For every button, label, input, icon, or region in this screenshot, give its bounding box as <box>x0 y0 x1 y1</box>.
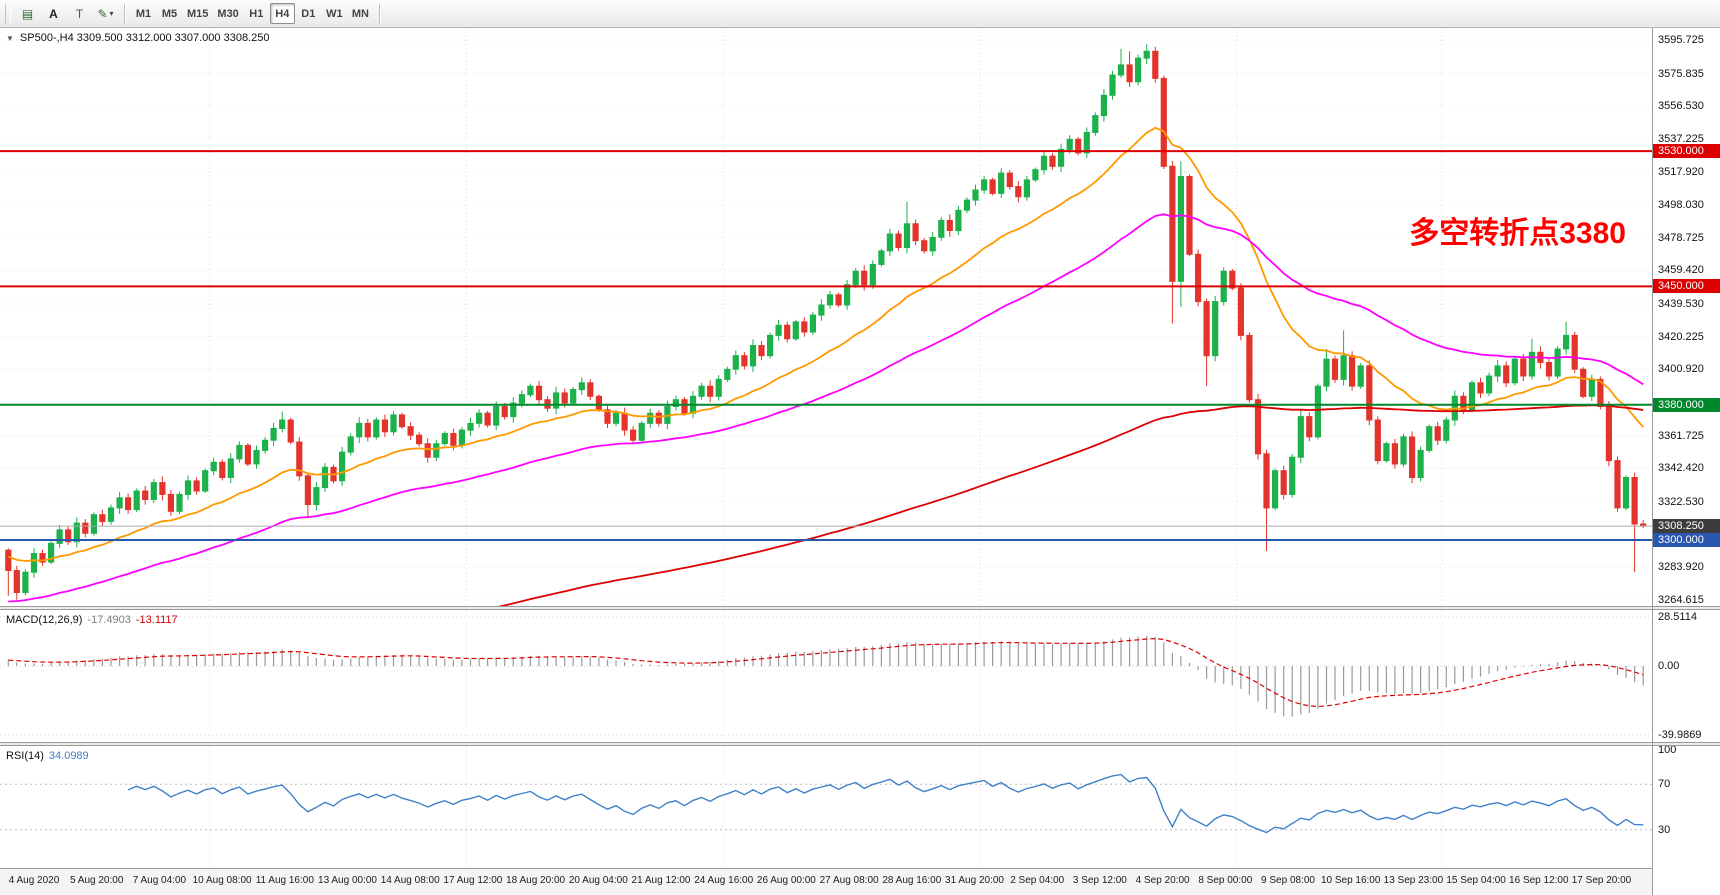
rsi-chart-svg <box>0 746 1652 868</box>
time-axis-label: 27 Aug 08:00 <box>819 875 879 886</box>
price-level-badge: 3308.250 <box>1653 519 1720 534</box>
chart-area: ▼ SP500-,H4 3309.500 3312.000 3307.000 3… <box>0 28 1720 895</box>
price-tick-label: 3595.725 <box>1658 33 1704 46</box>
timeframe-button-mn[interactable]: MN <box>351 7 369 20</box>
macd-signal-value: -13.1117 <box>135 614 178 626</box>
toolbar-separator <box>124 3 125 24</box>
panel-resize-handle[interactable] <box>0 742 1652 746</box>
price-tick-label: 3322.530 <box>1658 495 1704 508</box>
time-axis-label: 4 Aug 2020 <box>8 875 60 886</box>
rsi-tick-label: 70 <box>1658 778 1671 791</box>
rsi-tick-label: 30 <box>1658 823 1671 836</box>
draw-tools-icon[interactable]: ✎ ▾ <box>97 6 114 21</box>
time-axis-label: 10 Aug 08:00 <box>192 875 252 886</box>
chart-annotation-text: 多空转折点3380 <box>1409 217 1626 250</box>
time-axis-label: 26 Aug 00:00 <box>756 875 816 886</box>
timeframe-button-h1[interactable]: H1 <box>249 7 264 20</box>
price-level-badge: 3380.000 <box>1653 397 1720 412</box>
time-axis-label: 3 Sep 12:00 <box>1072 875 1127 886</box>
rsi-value: 34.0989 <box>48 750 89 762</box>
time-axis-label: 5 Aug 20:00 <box>69 875 124 886</box>
time-axis-label: 31 Aug 20:00 <box>945 875 1004 886</box>
time-axis[interactable]: 4 Aug 2020 5 Aug 20:00 7 Aug 04:00 10 Aug 0… <box>0 868 1652 895</box>
time-axis-label: 2 Sep 04:00 <box>1010 875 1065 886</box>
timeframe-button-h4[interactable]: H4 <box>269 3 295 24</box>
price-axis[interactable]: 3595.725 3575.835 3556.530 3537.225 3517.920… <box>1652 28 1720 895</box>
rsi-panel[interactable]: RSI(14) 34.0989 <box>0 746 1652 868</box>
time-axis-label: 8 Sep 00:00 <box>1198 875 1253 886</box>
macd-chart-svg <box>0 610 1652 742</box>
price-tick-label: 3575.835 <box>1658 67 1704 80</box>
axis-panel-separator <box>1653 606 1720 610</box>
price-level-badge: 3300.000 <box>1653 533 1720 548</box>
price-tick-label: 3283.920 <box>1658 561 1704 574</box>
time-axis-label: 9 Sep 08:00 <box>1261 875 1315 886</box>
macd-tick-label: 0.00 <box>1658 660 1680 673</box>
time-axis-label: 18 Aug 20:00 <box>506 875 566 886</box>
time-axis-label: 15 Sep 04:00 <box>1446 875 1506 886</box>
rsi-tick-label: 100 <box>1658 744 1677 756</box>
plot-column: ▼ SP500-,H4 3309.500 3312.000 3307.000 3… <box>0 28 1652 895</box>
timeframe-button-m30[interactable]: M30 <box>217 7 239 20</box>
rsi-label: RSI(14) 34.0989 <box>6 750 89 762</box>
macd-tick-label: -39.9869 <box>1658 729 1702 742</box>
toolbar-grip[interactable] <box>5 3 11 24</box>
price-tick-label: 3517.920 <box>1658 165 1704 178</box>
rsi-name: RSI(14) <box>6 750 44 762</box>
price-tick-label: 3459.420 <box>1658 264 1704 277</box>
symbol-ohlc-text: SP500-,H4 3309.500 3312.000 3307.000 330… <box>19 32 270 44</box>
time-axis-label: 17 Aug 12:00 <box>443 875 503 886</box>
price-tick-label: 3537.225 <box>1658 132 1704 145</box>
price-tick-label: 3342.420 <box>1658 462 1704 475</box>
axis-panel-separator <box>1653 742 1720 746</box>
time-axis-label: 13 Sep 23:00 <box>1383 875 1444 886</box>
time-axis-label: 24 Aug 16:00 <box>694 875 754 886</box>
panel-resize-handle[interactable] <box>0 606 1652 610</box>
timeframe-button-w1[interactable]: W1 <box>326 7 343 20</box>
chevron-down-icon: ▾ <box>109 9 114 18</box>
time-axis-label: 20 Aug 04:00 <box>568 875 628 886</box>
price-tick-label: 3498.030 <box>1658 199 1704 212</box>
chart-toolbar: ▤ A T ✎ ▾ M1 M5 M15 M30 H1 H4 D1 W1 MN <box>0 0 1720 28</box>
symbol-ohlc-readout: ▼ SP500-,H4 3309.500 3312.000 3307.000 3… <box>6 32 269 44</box>
time-axis-label: 11 Aug 16:00 <box>255 875 314 886</box>
time-axis-label: 14 Aug 08:00 <box>380 875 440 886</box>
price-tick-label: 3361.725 <box>1658 429 1704 442</box>
time-axis-label: 16 Sep 12:00 <box>1509 875 1569 886</box>
main-chart-panel[interactable]: ▼ SP500-,H4 3309.500 3312.000 3307.000 3… <box>0 28 1652 606</box>
timeframe-button-m5[interactable]: M5 <box>161 7 178 20</box>
price-tick-label: 3439.530 <box>1658 298 1704 311</box>
price-tick-label: 3420.225 <box>1658 330 1704 343</box>
timeframe-button-m1[interactable]: M1 <box>135 7 152 20</box>
price-tick-label: 3400.920 <box>1658 363 1704 376</box>
time-axis-label: 7 Aug 04:00 <box>132 875 187 886</box>
timeframe-buttons-group: M1 M5 M15 M30 H1 H4 D1 W1 MN <box>131 3 373 24</box>
time-axis-label: 10 Sep 16:00 <box>1320 875 1381 886</box>
price-level-badge: 3530.000 <box>1653 144 1720 159</box>
drawing-tools-group: ▤ A T ✎ ▾ <box>15 3 118 24</box>
toolbar-separator <box>378 3 380 24</box>
macd-panel[interactable]: MACD(12,26,9) -17.4903 -13.1117 <box>0 610 1652 742</box>
time-axis-label: 4 Sep 20:00 <box>1135 875 1190 886</box>
macd-main-value: -17.4903 <box>87 614 131 626</box>
time-axis-label: 17 Sep 20:00 <box>1571 875 1632 886</box>
candlestick-chart-svg <box>0 28 1652 606</box>
price-tick-label: 3478.725 <box>1658 231 1704 244</box>
price-tick-label: 3556.530 <box>1658 100 1704 113</box>
macd-label: MACD(12,26,9) -17.4903 -13.1117 <box>6 614 178 626</box>
text-label-icon[interactable]: A <box>49 6 58 21</box>
chart-window-icon[interactable]: ▤ <box>21 6 34 21</box>
timeframe-button-m15[interactable]: M15 <box>187 7 209 20</box>
time-axis-label: 21 Aug 12:00 <box>631 875 691 886</box>
symbol-dropdown-icon[interactable]: ▼ <box>6 33 14 43</box>
timeframe-button-d1[interactable]: D1 <box>301 7 316 20</box>
time-axis-label: 28 Aug 16:00 <box>882 875 942 886</box>
time-axis-label: 13 Aug 00:00 <box>318 875 377 886</box>
macd-tick-label: 28.5114 <box>1658 610 1697 623</box>
price-level-badge: 3450.000 <box>1653 279 1720 294</box>
text-box-icon[interactable]: T <box>75 6 84 21</box>
macd-name: MACD(12,26,9) <box>6 614 83 626</box>
price-tick-label: 3264.615 <box>1658 593 1704 606</box>
